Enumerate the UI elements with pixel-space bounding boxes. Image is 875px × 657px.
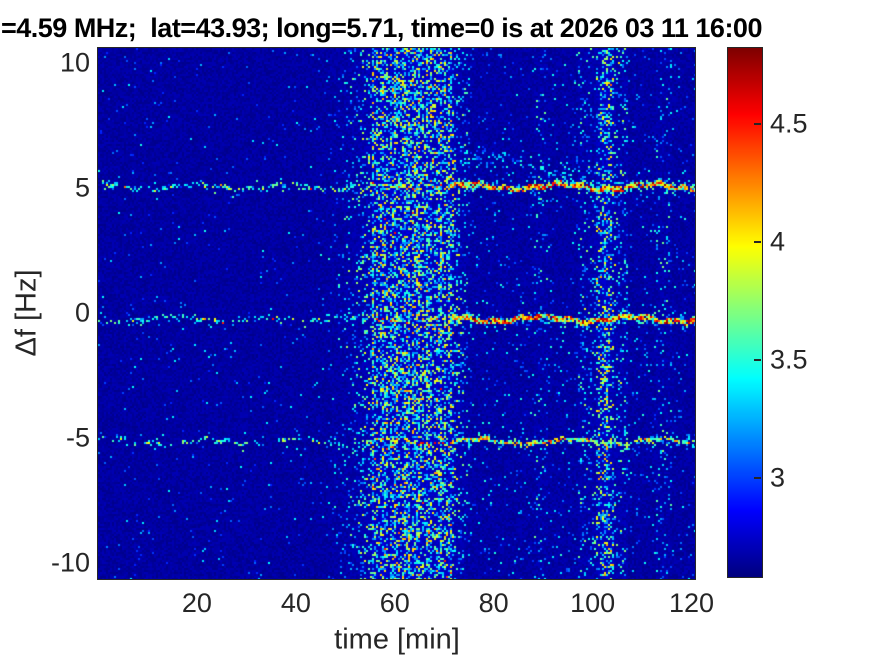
colorbar-tick-label: 3.5 [770,344,808,375]
colorbar-tick-label: 3 [770,462,786,493]
x-tick-label: 60 [379,588,410,618]
y-tick-label: 10 [59,47,90,78]
y-axis-label: Δf [Hz] [10,269,43,357]
y-tick-label: -10 [50,547,90,578]
colorbar-tick-mark [754,358,761,361]
x-tick-label: 80 [478,588,509,618]
y-tick-label: -5 [65,422,90,453]
colorbar-tick-mark [754,476,761,479]
spectrogram-heatmap [98,48,695,579]
colorbar-tick-mark [754,240,761,243]
x-tick-label: 120 [669,588,715,618]
colorbar [728,48,762,577]
colorbar-tick-label: 4.5 [770,108,808,139]
x-axis-label: time [min] [334,623,460,656]
x-tick-label: 40 [280,588,311,618]
y-tick-label: 0 [74,297,90,328]
x-tick-label: 100 [570,588,616,618]
y-tick-label: 5 [74,172,90,203]
x-tick-label: 20 [181,588,212,618]
plot-title: =4.59 MHz; lat=43.93; long=5.71, time=0 … [1,13,762,43]
colorbar-tick-label: 4 [770,226,786,257]
colorbar-tick-mark [754,122,761,125]
